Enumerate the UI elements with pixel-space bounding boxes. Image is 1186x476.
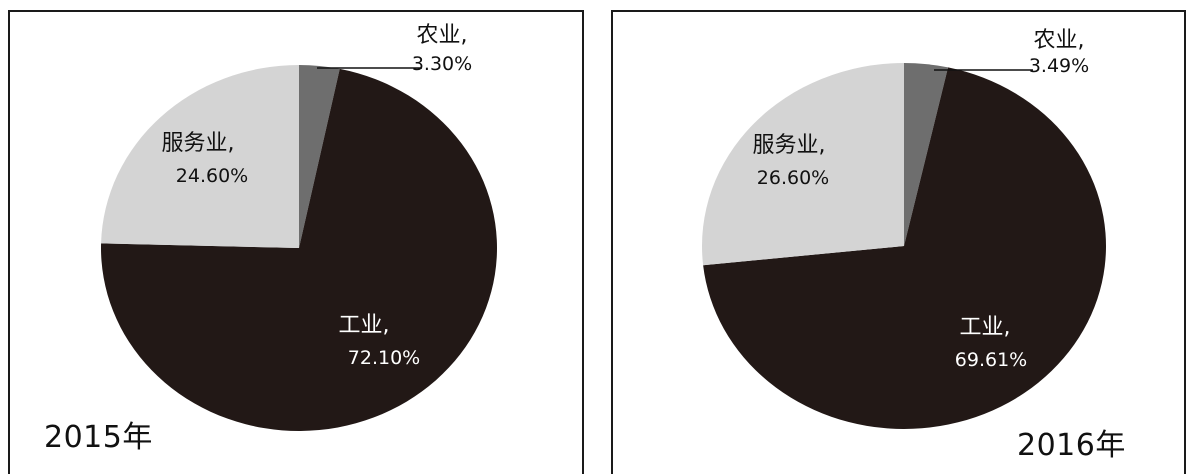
pie-slice-1-1 [703,67,1106,429]
pie-slice-0-0 [299,65,340,248]
slice-name-label-0-0: 农业, [417,23,468,48]
slice-name-label-1-0: 农业, [1034,28,1085,53]
slice-value-label-1-2: 26.60% [757,167,829,189]
pie-slice-0-2 [101,65,299,248]
slice-value-label-1-0: 3.49% [1029,55,1089,77]
slice-value-label-0-0: 3.30% [412,53,472,75]
pie-chart-2016: 农业,3.49% 工业, 69.61% 服务业, 26.60% [702,28,1106,429]
chart-panel-2015: 农业, 3.30% 工业, 72.10% 服务业, 24.60% 2015年 [8,10,584,474]
pie-chart-2015: 农业, 3.30% 工业, 72.10% 服务业, 24.60% [101,23,498,432]
year-label-2016: 2016年 [1017,428,1126,463]
slice-name-label-1-2: 服务业, [753,133,826,158]
slice-name-label-0-2: 服务业, [162,131,235,156]
year-label-2015: 2015年 [44,420,153,455]
slice-value-label-1-1: 69.61% [955,349,1027,371]
slice-name-label-1-1: 工业, [960,315,1011,340]
pie-slice-1-0 [904,63,949,246]
slice-value-label-0-1: 72.10% [348,347,420,369]
slice-value-label-0-2: 24.60% [176,165,248,187]
chart-panel-2016: 农业, 3.49% 工业, 69.61% 服务业, 26.60% 2016年 [611,10,1186,474]
pie-slice-0-1 [101,68,498,432]
slice-name-label-0-1: 工业, [339,313,390,338]
pie-slice-1-2 [702,63,904,266]
